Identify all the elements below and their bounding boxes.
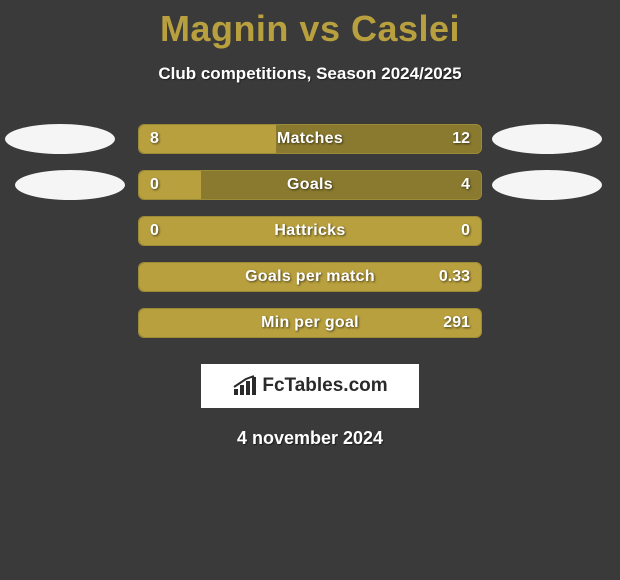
stat-value-left: 8 [150,130,159,148]
bar-chart-icon [232,375,258,397]
player-badge-left [5,124,115,154]
stat-bar: Goals [138,170,482,200]
stat-value-right: 4 [461,176,470,194]
subtitle: Club competitions, Season 2024/2025 [0,64,620,84]
stat-bar: Hattricks [138,216,482,246]
stat-label: Min per goal [139,309,481,337]
player-badge-right [492,124,602,154]
stat-label: Hattricks [139,217,481,245]
stat-value-right: 0.33 [439,268,470,286]
page-title: Magnin vs Caslei [0,0,620,50]
stat-bar: Min per goal [138,308,482,338]
stat-row: Matches 8 12 [0,116,620,162]
stat-row: Goals 0 4 [0,162,620,208]
player-badge-right [492,170,602,200]
stat-bar: Matches [138,124,482,154]
logo-text: FcTables.com [262,375,387,397]
stat-row: Goals per match 0.33 [0,254,620,300]
stat-value-left: 0 [150,176,159,194]
stat-value-left: 0 [150,222,159,240]
stat-label: Goals per match [139,263,481,291]
stat-value-right: 0 [461,222,470,240]
stat-bar: Goals per match [138,262,482,292]
stat-label: Matches [139,125,481,153]
stat-row: Min per goal 291 [0,300,620,346]
stat-value-right: 12 [452,130,470,148]
stat-value-right: 291 [443,314,470,332]
stats-container: Matches 8 12 Goals 0 4 Hattricks 0 0 Goa… [0,116,620,346]
player-badge-left [15,170,125,200]
fctables-logo[interactable]: FcTables.com [201,364,419,408]
stat-row: Hattricks 0 0 [0,208,620,254]
date-label: 4 november 2024 [0,428,620,449]
stat-label: Goals [139,171,481,199]
